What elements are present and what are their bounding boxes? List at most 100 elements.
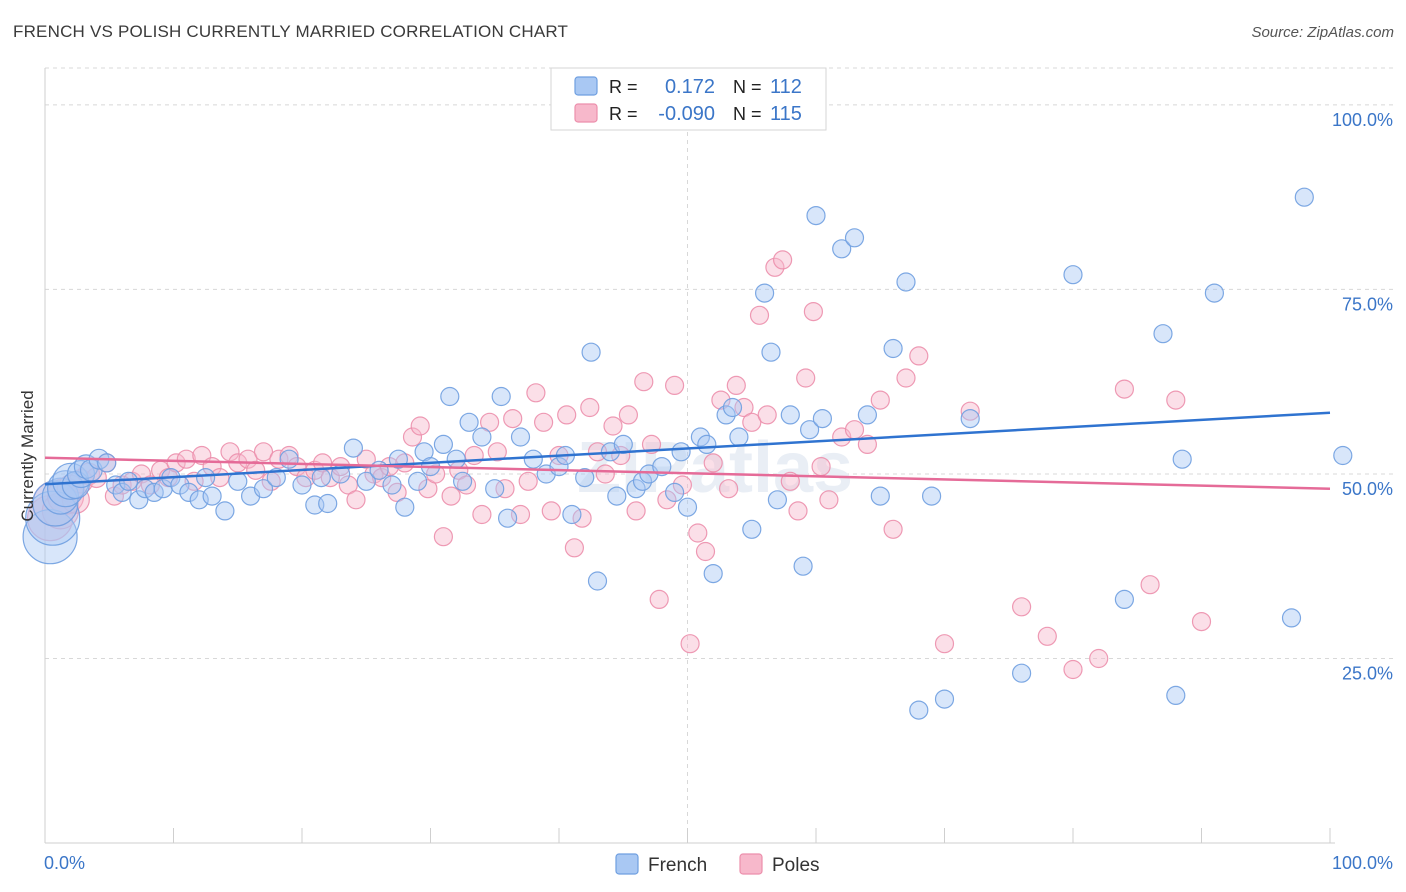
french-point	[253, 479, 274, 499]
french-point	[318, 493, 338, 514]
poles-point	[580, 397, 600, 418]
poles-point	[703, 453, 723, 473]
legend-r-value-french: 0.172	[665, 76, 715, 98]
french-point	[690, 427, 711, 447]
poles-point	[487, 442, 507, 462]
french-point	[587, 571, 608, 591]
french-point	[697, 434, 717, 454]
legend-top: R = 0.172 N = 112 R = -0.090 N = 115	[550, 67, 827, 131]
poles-point	[372, 468, 392, 488]
poles-point	[765, 257, 785, 277]
french-point	[754, 283, 775, 303]
french-point	[652, 457, 672, 477]
poles-point	[220, 442, 240, 462]
chart-title: FRENCH VS POLISH CURRENTLY MARRIED CORRE…	[13, 22, 569, 41]
french-point	[395, 497, 415, 517]
french-point	[896, 272, 916, 292]
french-point	[844, 228, 865, 248]
french-point	[812, 409, 833, 429]
y-tick-label: 75.0%	[1342, 294, 1393, 314]
poles-point	[695, 541, 716, 562]
legend-n-label-french: N =	[733, 77, 762, 97]
french-point	[343, 438, 363, 458]
legend-r-label-poles: R =	[609, 104, 638, 124]
poles-point	[757, 405, 777, 425]
french-point	[575, 468, 595, 488]
poles-point	[572, 508, 592, 528]
y-tick-labels: 25.0% 50.0% 75.0% 100.0%	[1332, 110, 1393, 684]
french-point	[446, 449, 466, 469]
poles-trend-line	[44, 456, 1331, 490]
french-point	[202, 486, 222, 506]
french-point	[729, 427, 749, 447]
french-point	[1063, 265, 1083, 285]
poles-point	[618, 405, 639, 425]
grid-lines	[45, 67, 1393, 843]
french-point	[46, 470, 85, 508]
french-point	[22, 509, 78, 565]
x-tick-label-min: 0.0%	[44, 853, 85, 873]
poles-point	[680, 634, 700, 654]
french-point	[664, 482, 685, 502]
french-point	[112, 482, 132, 502]
french-point	[129, 490, 149, 510]
poles-point	[518, 471, 538, 491]
poles-point	[788, 501, 808, 521]
axes	[44, 68, 1335, 844]
poles-point	[410, 416, 430, 436]
poles-point	[657, 490, 677, 510]
poles-point	[433, 527, 453, 547]
poles-point	[634, 372, 654, 392]
french-point	[1153, 324, 1173, 344]
french-point	[1114, 589, 1135, 610]
french-point	[118, 471, 139, 491]
legend-bottom-swatch-french	[615, 853, 639, 875]
poles-point	[803, 302, 824, 322]
french-point	[266, 468, 286, 488]
poles-point	[649, 589, 669, 610]
poles-point	[749, 305, 770, 325]
poles-point	[346, 490, 366, 510]
source-label: Source: ZipAtlas.com	[1251, 24, 1394, 41]
poles-point	[844, 420, 865, 440]
french-point	[921, 486, 942, 506]
y-tick-label: 100.0%	[1332, 110, 1393, 130]
poles-point	[718, 479, 739, 499]
french-point	[1333, 445, 1353, 466]
poles-point	[564, 538, 585, 558]
poles-point	[1191, 611, 1212, 632]
french-point	[97, 453, 117, 473]
french-point	[883, 338, 903, 359]
french-point	[581, 342, 601, 362]
french-point	[832, 239, 852, 259]
poles-point	[338, 475, 358, 495]
french-point	[459, 412, 479, 432]
french-point	[179, 482, 199, 502]
poles-point	[1114, 379, 1135, 399]
poles-point	[796, 368, 816, 388]
french-point	[1166, 685, 1186, 706]
poles-point	[819, 490, 839, 510]
french-point	[440, 386, 460, 407]
poles-point	[402, 427, 423, 447]
trend-lines	[44, 411, 1331, 490]
french-point	[607, 486, 627, 506]
french-point	[761, 342, 781, 362]
legend-bottom-label-french: French	[648, 855, 707, 876]
french-point	[742, 519, 762, 539]
poles-point	[246, 460, 266, 480]
french-point	[472, 427, 492, 447]
french-point	[870, 486, 890, 506]
french-trend-line	[44, 411, 1331, 486]
x-tick-label-max: 100.0%	[1332, 853, 1393, 873]
poles-point	[1089, 648, 1109, 669]
poles-point	[641, 434, 662, 454]
legend-swatch-poles	[574, 103, 598, 123]
poles-point	[909, 346, 929, 366]
poles-point	[726, 375, 746, 395]
poles-point	[603, 416, 623, 436]
legend-swatch-french	[574, 76, 598, 96]
poles-point	[772, 250, 793, 270]
poles-point	[176, 449, 196, 469]
